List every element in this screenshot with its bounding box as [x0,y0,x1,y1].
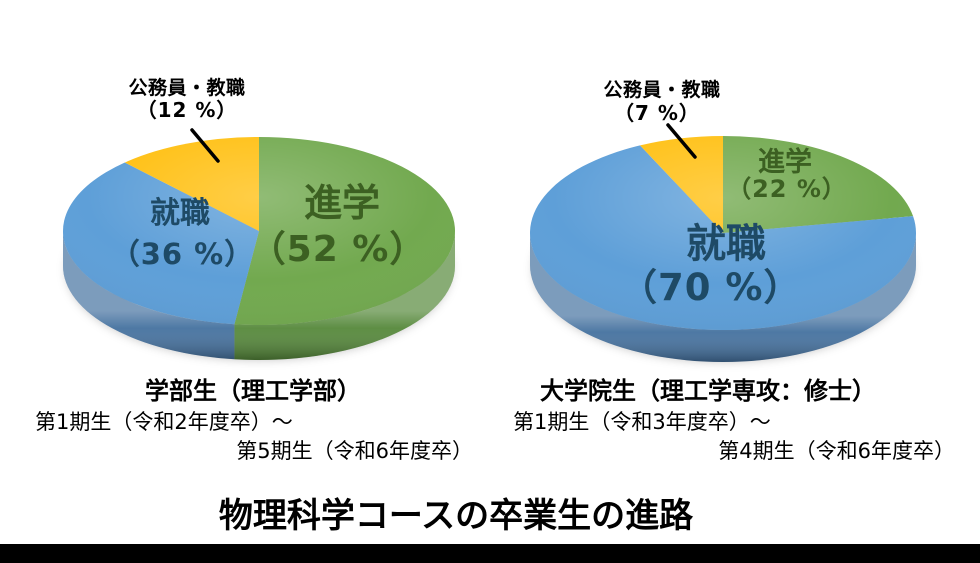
left-chart-caption-title: 学部生（理工学部） [145,377,361,405]
left-further-study-pct: （52 %） [249,229,427,270]
left-civil-servant-label: 公務員・教職 [128,77,246,99]
undergrad-pie-chart [63,128,455,360]
right-civil-servant-pct: （7 %） [614,101,700,125]
left-chart-caption-line1: 第1期生（令和2年度卒）～ [35,410,293,434]
right-chart-caption-line2: 第4期生（令和6年度卒） [718,439,955,463]
leader-line [190,128,220,163]
leader-line [666,123,697,159]
right-employment-pct: （70 %） [620,266,802,309]
right-further-study-pct: （22 %） [727,175,847,203]
right-chart-caption-title: 大学院生（理工学専攻：修士） [540,377,876,405]
right-civil-servant-label: 公務員・教職 [603,79,721,101]
page-title: 物理科学コースの卒業生の進路 [218,496,694,536]
graduate-pie-chart [530,123,916,362]
right-further-study-label: 進学 [758,147,812,178]
left-employment-label: 就職 [150,196,210,231]
left-further-study-label: 進学 [303,181,380,225]
bottom-black-bar [0,544,980,563]
right-employment-label: 就職 [686,221,766,267]
right-chart-caption-line1: 第1期生（令和3年度卒）～ [513,410,771,434]
left-employment-pct: （36 %） [110,237,255,271]
left-chart-caption-line2: 第5期生（令和6年度卒） [236,439,473,463]
left-civil-servant-pct: （12 %） [136,98,238,122]
